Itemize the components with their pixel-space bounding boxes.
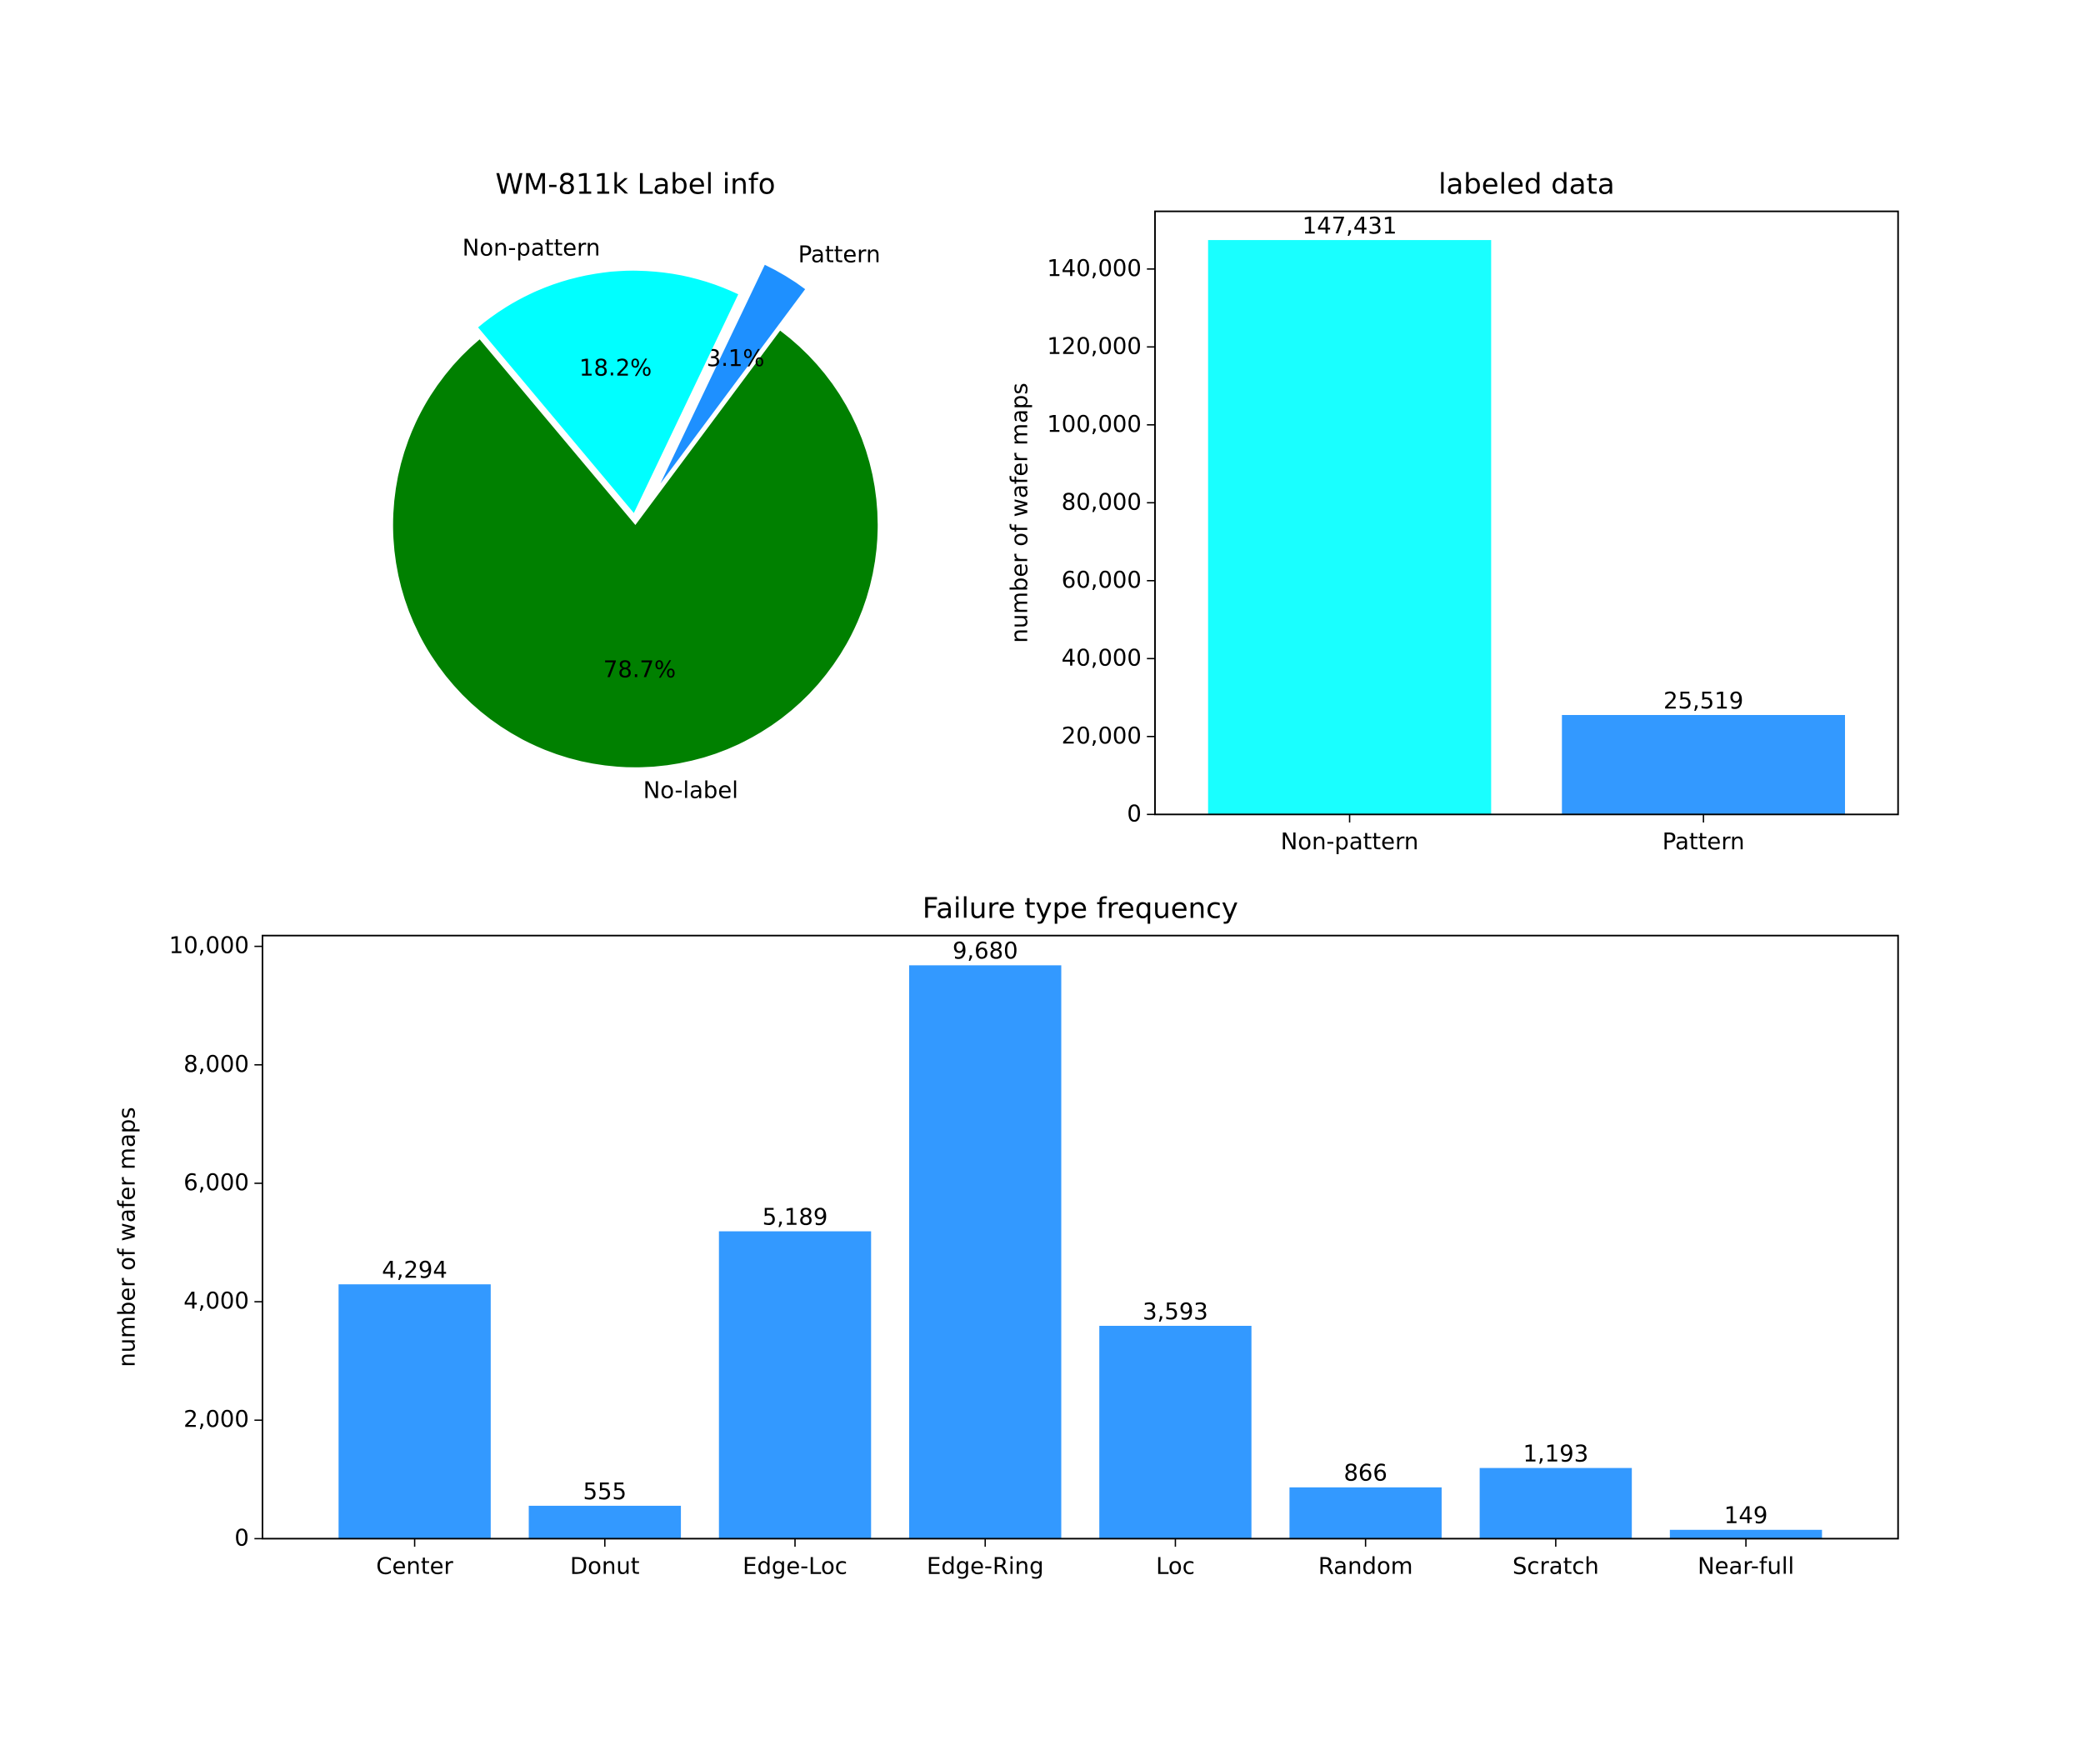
y-tick-label: 20,000 bbox=[1062, 723, 1142, 749]
y-tick-label: 40,000 bbox=[1062, 645, 1142, 671]
value-label: 9,680 bbox=[952, 938, 1018, 964]
chart-title: Failure type frequency bbox=[922, 892, 1238, 925]
y-tick-label: 10,000 bbox=[169, 933, 249, 959]
y-tick-label: 4,000 bbox=[183, 1288, 249, 1314]
slice-label: Non-pattern bbox=[462, 235, 601, 261]
y-tick-label: 60,000 bbox=[1062, 568, 1142, 593]
plot-frame bbox=[1154, 210, 1899, 816]
bar bbox=[1669, 1529, 1822, 1539]
x-tick-label: Donut bbox=[570, 1553, 640, 1579]
value-label: 147,431 bbox=[1302, 213, 1398, 239]
x-tick-label: Pattern bbox=[1662, 829, 1745, 855]
pie-slice bbox=[392, 330, 878, 768]
y-axis-label: number of wafer maps bbox=[114, 1107, 140, 1367]
x-tick-label: Scratch bbox=[1512, 1553, 1599, 1579]
bar bbox=[1099, 1326, 1252, 1539]
y-tick-label: 100,000 bbox=[1047, 412, 1142, 438]
pie-slice bbox=[660, 264, 806, 484]
bar bbox=[718, 1231, 872, 1539]
value-label: 866 bbox=[1343, 1461, 1387, 1487]
value-label: 555 bbox=[583, 1479, 627, 1505]
x-tick-label: Center bbox=[376, 1553, 453, 1579]
y-axis-label: number of wafer maps bbox=[1007, 382, 1032, 642]
bar bbox=[338, 1284, 491, 1539]
bar bbox=[1562, 715, 1846, 815]
y-tick-label: 6,000 bbox=[183, 1170, 249, 1196]
slice-label: No-label bbox=[643, 778, 738, 804]
plot-frame bbox=[262, 934, 1899, 1540]
chart-title: labeled data bbox=[1438, 168, 1615, 200]
value-label: 1,193 bbox=[1523, 1441, 1589, 1467]
percent-label: 78.7% bbox=[603, 657, 676, 682]
y-tick-label: 2,000 bbox=[183, 1407, 249, 1432]
bar bbox=[1208, 240, 1492, 815]
value-label: 3,593 bbox=[1142, 1299, 1208, 1325]
percent-label: 18.2% bbox=[579, 356, 652, 382]
x-tick-label: Edge-Ring bbox=[927, 1553, 1044, 1579]
x-tick-label: Edge-Loc bbox=[742, 1553, 848, 1579]
x-tick-label: Near-full bbox=[1698, 1553, 1794, 1579]
y-tick-label: 140,000 bbox=[1047, 256, 1142, 282]
y-tick-label: 80,000 bbox=[1062, 489, 1142, 515]
bar bbox=[1289, 1487, 1442, 1539]
x-tick-label: Non-pattern bbox=[1281, 829, 1419, 855]
pie-slice bbox=[478, 270, 738, 513]
value-label: 25,519 bbox=[1663, 688, 1743, 714]
slice-label: Pattern bbox=[798, 242, 881, 268]
bar bbox=[528, 1505, 682, 1539]
bar bbox=[908, 965, 1062, 1539]
x-tick-label: Loc bbox=[1156, 1553, 1195, 1579]
chart-title: WM-811k Label info bbox=[495, 168, 775, 200]
x-tick-label: Random bbox=[1318, 1553, 1413, 1579]
value-label: 4,294 bbox=[382, 1258, 448, 1283]
percent-label: 3.1% bbox=[707, 346, 765, 372]
bar bbox=[1479, 1468, 1632, 1539]
y-tick-label: 8,000 bbox=[183, 1052, 249, 1078]
value-label: 5,189 bbox=[762, 1204, 828, 1230]
y-tick-label: 120,000 bbox=[1047, 333, 1142, 359]
y-tick-label: 0 bbox=[1127, 801, 1141, 827]
value-label: 149 bbox=[1724, 1503, 1768, 1529]
y-tick-label: 0 bbox=[234, 1525, 248, 1551]
